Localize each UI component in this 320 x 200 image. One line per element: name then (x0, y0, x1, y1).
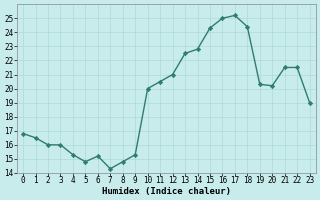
X-axis label: Humidex (Indice chaleur): Humidex (Indice chaleur) (102, 187, 231, 196)
